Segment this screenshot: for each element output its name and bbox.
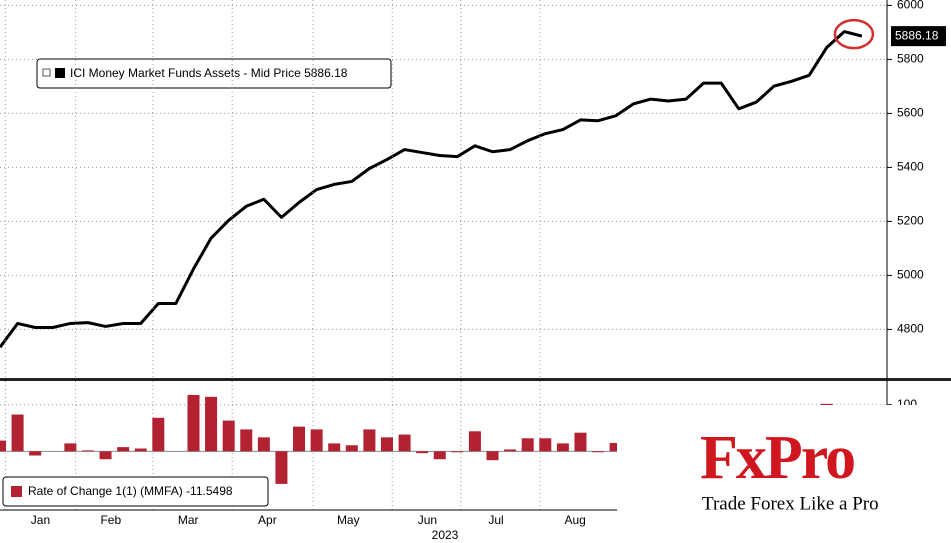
- bar: [29, 451, 42, 456]
- bar: [345, 445, 358, 452]
- bar: [609, 442, 622, 452]
- bar: [293, 426, 306, 452]
- legend-toggle: [42, 68, 51, 77]
- y-tick-label: 5800: [897, 52, 924, 66]
- y-tick-label: 4800: [897, 322, 924, 336]
- bar: [592, 451, 605, 453]
- bar: [451, 451, 464, 453]
- bar: [11, 414, 24, 452]
- x-tick-label: Jan: [31, 513, 50, 527]
- bar: [574, 432, 587, 452]
- x-tick-label: Aug: [565, 513, 586, 527]
- x-tick-label: Apr: [258, 513, 277, 527]
- watermark-tagline: Trade Forex Like a Pro: [702, 493, 879, 514]
- bar: [99, 451, 112, 460]
- bar: [486, 451, 499, 461]
- bar: [468, 431, 481, 452]
- legend-label: Rate of Change 1(1) (MMFA) -11.5498: [28, 484, 233, 498]
- legend-box: [2, 476, 269, 507]
- bar: [433, 451, 446, 460]
- x-tick-label: May: [337, 513, 360, 527]
- y-tick-label: 6000: [897, 0, 924, 12]
- bar: [310, 429, 323, 452]
- bar: [504, 449, 517, 452]
- legend-swatch: [11, 486, 22, 497]
- x-tick-label: Jun: [418, 513, 437, 527]
- bar: [257, 437, 270, 452]
- bar: [0, 440, 6, 452]
- x-tick-label: Jul: [488, 513, 503, 527]
- bar: [328, 443, 341, 452]
- legend-label: ICI Money Market Funds Assets - Mid Pric…: [70, 66, 348, 80]
- bar: [187, 394, 200, 452]
- bar: [556, 443, 569, 452]
- bar: [64, 443, 77, 452]
- y-tick-label: 5400: [897, 160, 924, 174]
- panel-separator: [0, 378, 951, 381]
- bar: [240, 429, 253, 452]
- x-tick-label: Feb: [100, 513, 121, 527]
- bar: [222, 420, 235, 452]
- y-tick-label: 5200: [897, 214, 924, 228]
- bar: [205, 396, 218, 452]
- legend-box: [36, 58, 392, 89]
- bar: [152, 417, 165, 452]
- bar: [416, 451, 429, 454]
- last-value-label: 5886.18: [895, 28, 939, 42]
- line-series: [0, 30, 863, 349]
- bar: [521, 438, 534, 452]
- last-value-tag: [891, 26, 946, 47]
- bar: [398, 434, 411, 452]
- watermark-logo: FxPro: [700, 424, 854, 492]
- bar: [275, 451, 288, 484]
- bar: [134, 448, 147, 452]
- x-tick-label: Mar: [178, 513, 199, 527]
- bar: [380, 437, 393, 452]
- bar: [117, 447, 130, 452]
- y-tick-label: 5600: [897, 106, 924, 120]
- bar: [363, 429, 376, 452]
- bar: [81, 450, 94, 452]
- watermark-box: [617, 405, 951, 515]
- x-axis-title: 2023: [432, 528, 459, 542]
- highlight-circle: [833, 18, 875, 50]
- y-tick-label: 5000: [897, 268, 924, 282]
- legend-swatch: [55, 68, 65, 78]
- bar: [539, 438, 552, 452]
